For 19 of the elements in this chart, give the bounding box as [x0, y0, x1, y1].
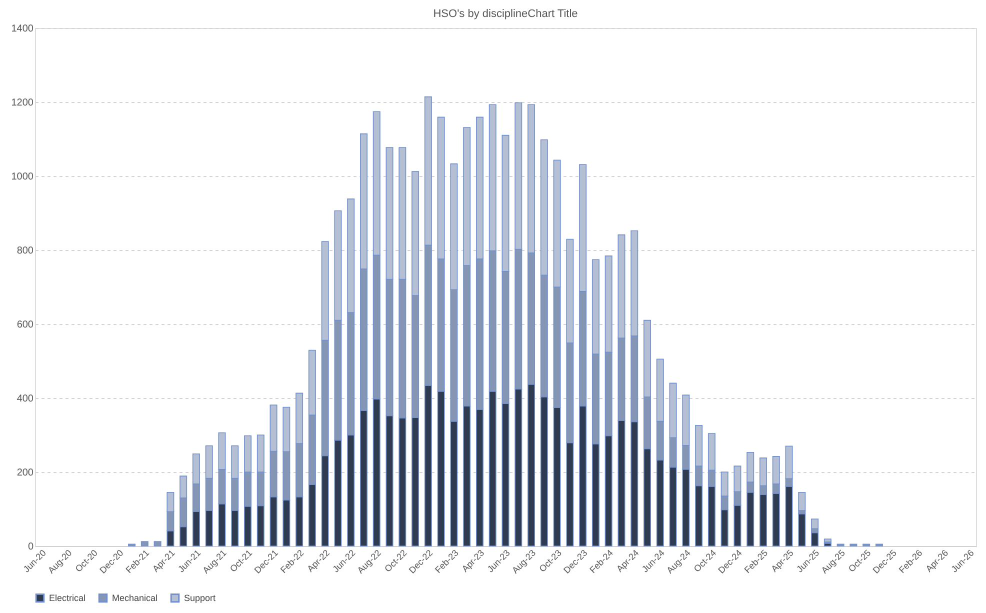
y-tick-label: 600: [16, 320, 34, 330]
legend-label: Electrical: [49, 593, 86, 604]
legend-label: Support: [184, 593, 216, 604]
bar: [811, 518, 819, 530]
bar: [824, 538, 832, 542]
chart-title: HSO's by disciplineChart Title: [433, 8, 578, 20]
legend-label: Mechanical: [112, 593, 158, 604]
bar: [140, 541, 148, 546]
bar: [154, 541, 162, 546]
y-tick-label: 1400: [11, 24, 34, 34]
y-tick-label: 800: [16, 246, 34, 256]
y-tick-label: 200: [16, 468, 34, 478]
y-tick-label: 1000: [11, 172, 34, 182]
bar: [811, 532, 819, 546]
y-tick-label: 400: [16, 394, 34, 404]
bar: [798, 492, 806, 511]
y-tick-label: 0: [28, 542, 34, 552]
y-tick-label: 1200: [11, 98, 34, 108]
bar: [798, 513, 806, 546]
